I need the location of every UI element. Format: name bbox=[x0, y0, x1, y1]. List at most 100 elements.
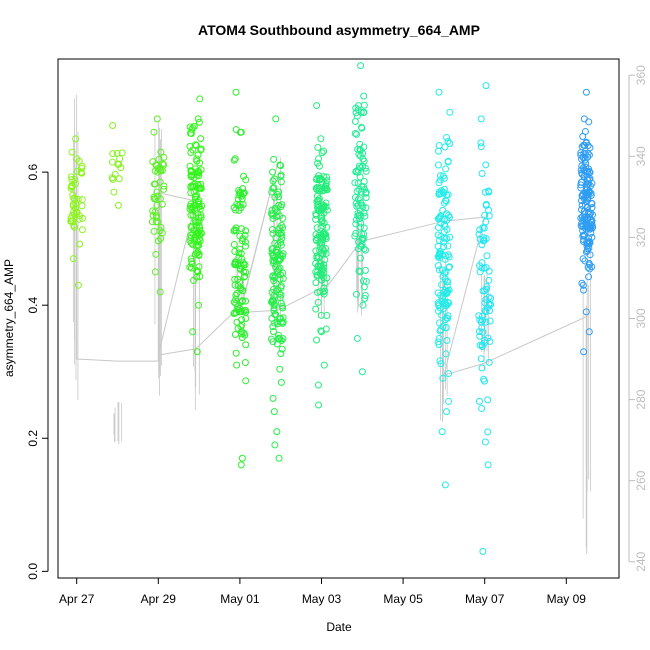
data-point bbox=[314, 381, 322, 389]
data-point bbox=[241, 261, 249, 269]
data-point bbox=[242, 297, 250, 305]
data-point bbox=[317, 135, 325, 143]
data-point bbox=[355, 150, 363, 158]
data-point bbox=[188, 260, 196, 268]
data-point bbox=[269, 230, 277, 238]
data-point bbox=[485, 267, 493, 275]
data-point bbox=[196, 205, 204, 213]
y-axis-label: asymmetry_664_AMP bbox=[2, 259, 16, 377]
y-tick-label: 0.6 bbox=[26, 163, 40, 180]
data-point bbox=[273, 248, 281, 256]
data-point bbox=[313, 336, 321, 344]
data-point bbox=[437, 187, 445, 195]
data-point bbox=[579, 232, 587, 240]
data-point bbox=[478, 404, 486, 412]
data-point bbox=[579, 154, 587, 162]
data-point bbox=[479, 328, 487, 336]
data-point bbox=[434, 161, 442, 169]
data-point bbox=[274, 256, 282, 264]
data-point bbox=[320, 247, 328, 255]
data-point bbox=[580, 231, 588, 239]
data-point bbox=[74, 281, 82, 289]
data-point bbox=[434, 299, 442, 307]
data-point bbox=[435, 147, 443, 155]
data-point bbox=[354, 106, 362, 114]
data-point bbox=[69, 255, 77, 263]
data-point bbox=[360, 101, 368, 109]
data-point bbox=[108, 158, 116, 166]
data-point bbox=[192, 193, 200, 201]
data-point bbox=[320, 284, 328, 292]
data-point bbox=[73, 155, 81, 163]
data-point bbox=[242, 242, 250, 250]
data-point bbox=[357, 123, 365, 131]
x-axis-label: Date bbox=[326, 620, 352, 634]
data-point bbox=[444, 157, 452, 165]
data-point bbox=[483, 252, 491, 260]
data-point bbox=[242, 176, 250, 184]
data-point bbox=[273, 428, 281, 436]
data-point bbox=[242, 227, 250, 235]
data-point bbox=[586, 168, 594, 176]
data-point bbox=[435, 142, 443, 149]
data-point bbox=[475, 397, 483, 405]
data-point bbox=[442, 324, 450, 332]
data-point bbox=[484, 428, 492, 436]
data-point bbox=[582, 139, 590, 147]
data-point bbox=[110, 188, 118, 196]
data-point bbox=[190, 180, 198, 188]
data-point bbox=[277, 178, 285, 186]
x-tick-label: May 01 bbox=[220, 592, 260, 606]
data-point bbox=[582, 160, 590, 168]
data-point bbox=[360, 108, 368, 116]
data-point bbox=[582, 308, 590, 316]
data-point bbox=[359, 301, 367, 309]
data-point bbox=[195, 301, 203, 309]
data-point bbox=[485, 206, 493, 214]
data-point bbox=[152, 250, 160, 258]
data-point bbox=[270, 184, 278, 192]
data-point bbox=[195, 172, 203, 180]
data-point bbox=[154, 165, 162, 173]
data-point bbox=[578, 279, 586, 287]
data-point bbox=[150, 227, 158, 235]
data-point bbox=[442, 165, 450, 173]
data-point bbox=[267, 335, 275, 343]
data-point bbox=[441, 269, 449, 277]
data-point bbox=[481, 299, 489, 307]
data-point bbox=[316, 239, 324, 247]
data-point bbox=[322, 325, 330, 333]
data-point bbox=[272, 115, 280, 123]
data-point bbox=[231, 275, 239, 283]
data-point bbox=[354, 179, 362, 187]
data-point bbox=[187, 129, 195, 137]
data-point bbox=[241, 231, 249, 239]
data-point bbox=[230, 156, 238, 164]
data-point bbox=[580, 141, 588, 149]
data-point bbox=[359, 203, 367, 211]
data-point bbox=[72, 135, 80, 143]
data-point bbox=[583, 238, 591, 246]
data-point bbox=[279, 269, 287, 277]
data-point bbox=[189, 328, 197, 336]
data-point bbox=[444, 251, 452, 259]
data-point bbox=[196, 95, 204, 103]
data-point bbox=[194, 115, 202, 123]
data-point bbox=[231, 155, 239, 163]
data-point bbox=[353, 130, 361, 138]
data-point bbox=[440, 238, 448, 246]
data-point bbox=[275, 331, 283, 339]
data-point bbox=[352, 168, 360, 176]
data-point bbox=[313, 288, 321, 296]
data-point bbox=[584, 153, 592, 161]
data-point bbox=[478, 169, 486, 177]
data-point bbox=[154, 237, 162, 245]
data-point bbox=[358, 368, 366, 376]
data-point bbox=[113, 149, 121, 157]
data-point bbox=[192, 222, 200, 230]
data-point bbox=[436, 319, 444, 327]
data-point bbox=[151, 180, 159, 188]
data-point bbox=[196, 237, 204, 245]
data-point bbox=[233, 200, 241, 208]
